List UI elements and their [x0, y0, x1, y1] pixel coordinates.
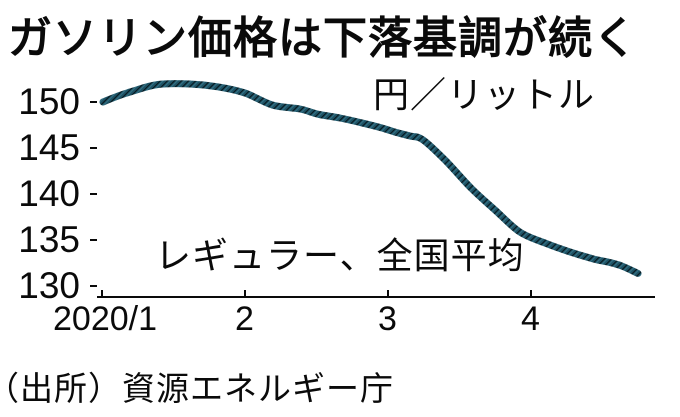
- svg-text:2: 2: [235, 300, 254, 338]
- svg-text:135: 135: [18, 219, 80, 260]
- svg-text:150: 150: [18, 81, 80, 122]
- svg-text:2020/1: 2020/1: [53, 300, 157, 338]
- svg-text:3: 3: [378, 300, 397, 338]
- svg-text:4: 4: [521, 300, 540, 338]
- svg-text:145: 145: [18, 127, 80, 168]
- svg-text:円／リットル: 円／リットル: [373, 74, 595, 115]
- svg-text:140: 140: [18, 173, 80, 214]
- svg-text:レギュラー、全国平均: レギュラー、全国平均: [155, 235, 525, 276]
